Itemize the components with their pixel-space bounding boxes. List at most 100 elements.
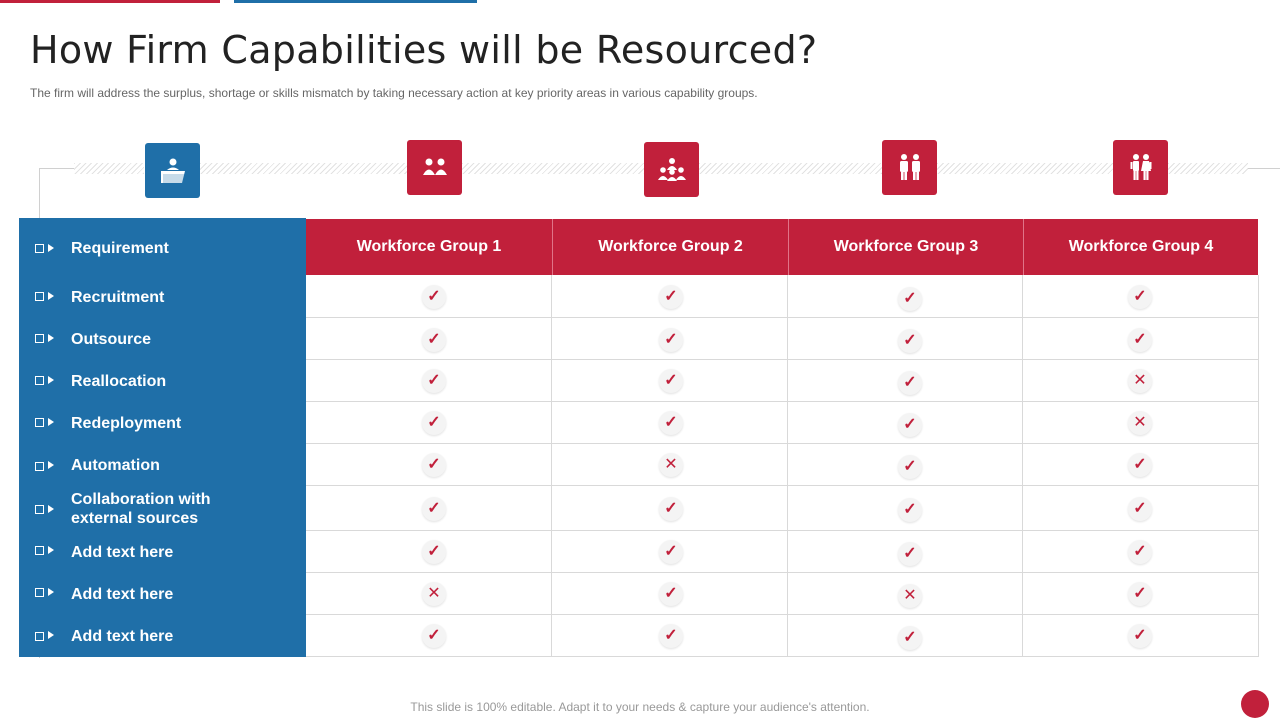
page-subtitle: The firm will address the surplus, short… — [30, 86, 758, 100]
status-mark: ✕ — [898, 584, 922, 608]
column-divider — [551, 275, 552, 657]
status-mark: ✓ — [422, 411, 446, 435]
arrow-icon — [48, 461, 54, 469]
hatch-divider — [462, 163, 644, 174]
row-divider — [306, 485, 1258, 486]
bullet-square — [35, 546, 44, 555]
status-mark: ✓ — [659, 497, 683, 521]
hatch-divider — [937, 163, 1113, 174]
row-divider — [306, 359, 1258, 360]
row-divider — [306, 317, 1258, 318]
status-mark: ✓ — [422, 497, 446, 521]
column-header: Workforce Group 3 — [788, 219, 1023, 275]
status-mark: ✓ — [1128, 285, 1152, 309]
row-label: Outsource — [71, 331, 152, 348]
arrow-icon — [48, 631, 54, 639]
row-divider — [306, 614, 1258, 615]
status-mark: ✕ — [1128, 369, 1152, 393]
status-mark: ✕ — [659, 453, 683, 477]
bullet-square — [35, 244, 44, 253]
arrow-icon — [48, 505, 54, 513]
row-divider — [306, 530, 1258, 531]
status-mark: ✓ — [659, 328, 683, 352]
arrow-icon — [48, 418, 54, 426]
status-mark: ✓ — [422, 453, 446, 477]
column-header: Workforce Group 4 — [1023, 219, 1258, 275]
connector-line — [40, 168, 74, 169]
hatch-divider — [200, 163, 407, 174]
row-divider — [306, 443, 1258, 444]
status-mark: ✓ — [659, 624, 683, 648]
bullet-square — [35, 376, 44, 385]
status-mark: ✓ — [422, 328, 446, 352]
two-persons-icon — [882, 140, 937, 195]
connector-line-end — [1248, 168, 1280, 169]
page-title: How Firm Capabilities will be Resourced? — [30, 28, 818, 72]
status-mark: ✓ — [898, 287, 922, 311]
bullet-square — [35, 292, 44, 301]
status-mark: ✓ — [898, 413, 922, 437]
row-label: Add text here — [71, 628, 174, 645]
status-mark: ✓ — [898, 371, 922, 395]
status-mark: ✓ — [422, 369, 446, 393]
row-label: Add text here — [71, 586, 174, 603]
status-mark: ✓ — [659, 411, 683, 435]
status-mark: ✓ — [1128, 624, 1152, 648]
footer-note: This slide is 100% editable. Adapt it to… — [410, 700, 870, 714]
status-mark: ✕ — [422, 582, 446, 606]
row-label: Automation — [71, 457, 160, 474]
row-label: Reallocation — [71, 373, 167, 390]
column-divider — [1022, 275, 1023, 657]
row-divider — [306, 401, 1258, 402]
status-mark: ✓ — [659, 369, 683, 393]
status-mark: ✓ — [422, 540, 446, 564]
bullet-square — [35, 588, 44, 597]
row-label-line: Collaboration with — [71, 491, 211, 508]
column-divider — [1258, 275, 1259, 657]
status-mark: ✓ — [422, 285, 446, 309]
row-labels-panel — [19, 218, 306, 657]
bullet-square — [35, 462, 44, 471]
status-mark: ✓ — [1128, 497, 1152, 521]
status-mark: ✓ — [1128, 540, 1152, 564]
status-mark: ✓ — [898, 626, 922, 650]
status-mark: ✓ — [898, 542, 922, 566]
status-mark: ✓ — [1128, 328, 1152, 352]
bullet-square — [35, 418, 44, 427]
status-mark: ✓ — [898, 455, 922, 479]
row-divider — [306, 572, 1258, 573]
hatch-divider — [74, 163, 144, 174]
row-label: Collaboration with external sources — [71, 490, 211, 528]
hatch-divider — [1168, 163, 1248, 174]
arrow-icon — [48, 334, 54, 342]
arrow-icon — [48, 376, 54, 384]
status-mark: ✓ — [659, 540, 683, 564]
folder-icon — [145, 143, 200, 198]
arrow-icon — [48, 546, 54, 554]
bullet-square — [35, 334, 44, 343]
status-mark: ✓ — [1128, 453, 1152, 477]
arrow-icon — [48, 244, 54, 252]
status-mark: ✓ — [898, 498, 922, 522]
status-mark: ✓ — [422, 624, 446, 648]
arrow-icon — [48, 292, 54, 300]
status-mark: ✕ — [1128, 411, 1152, 435]
status-mark: ✓ — [898, 329, 922, 353]
row-label: Redeployment — [71, 415, 182, 432]
row-label: Add text here — [71, 544, 174, 561]
status-mark: ✓ — [659, 582, 683, 606]
status-mark: ✓ — [1128, 582, 1152, 606]
hatch-divider — [699, 163, 883, 174]
table-corner-label: Requirement — [71, 240, 169, 257]
column-divider — [787, 275, 788, 657]
bullet-square — [35, 632, 44, 641]
column-header: Workforce Group 2 — [552, 219, 788, 275]
bullet-square — [35, 505, 44, 514]
top-accent-bar-blue — [234, 0, 477, 3]
row-label: Recruitment — [71, 289, 165, 306]
row-divider — [306, 656, 1258, 657]
corner-dot — [1241, 690, 1269, 718]
two-people-icon — [407, 140, 462, 195]
top-accent-bar-red — [0, 0, 220, 3]
group-icon — [644, 142, 699, 197]
